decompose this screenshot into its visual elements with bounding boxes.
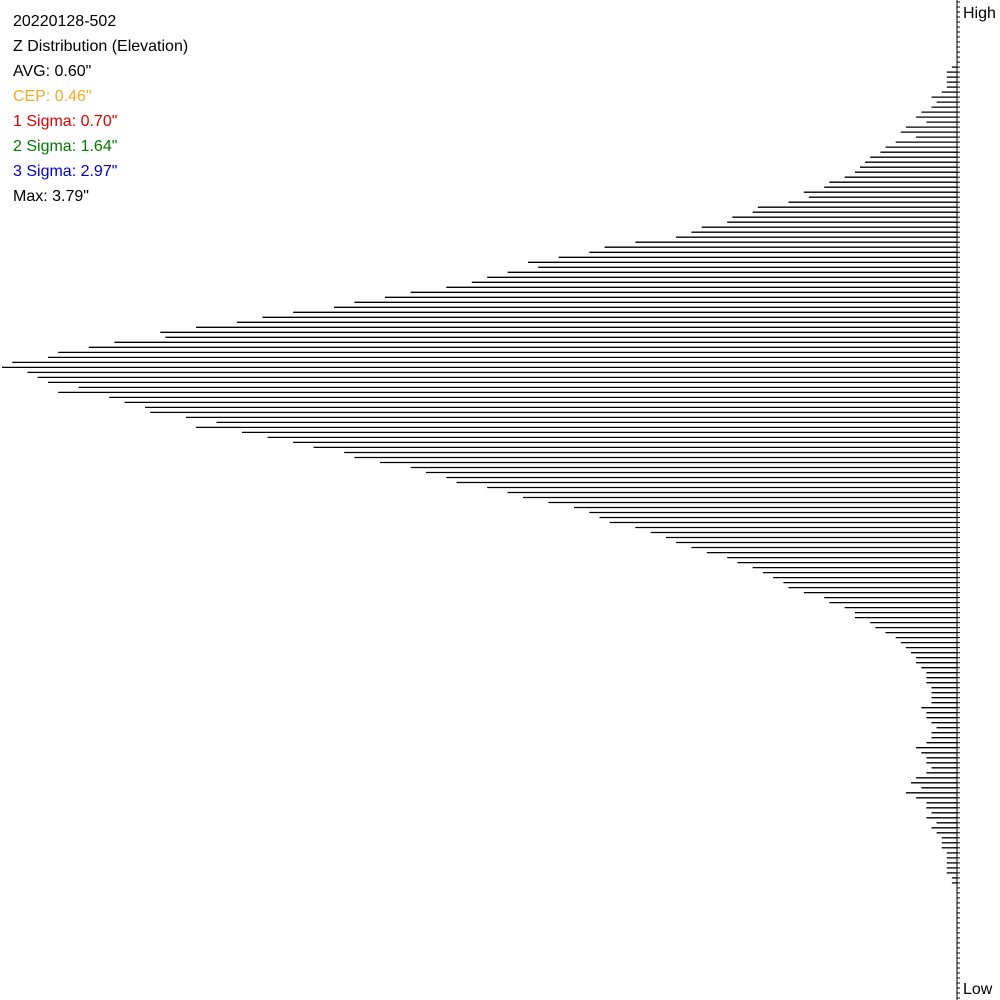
axis-label-low: Low <box>963 981 993 998</box>
info-panel: 20220128-502 Z Distribution (Elevation) … <box>13 9 188 209</box>
stat-cep: CEP: 0.46" <box>13 88 92 105</box>
stat-sigma1: 1 Sigma: 0.70" <box>13 113 118 130</box>
stat-max: Max: 3.79" <box>13 188 89 205</box>
chart-title: 20220128-502 <box>13 13 117 30</box>
chart-subtitle: Z Distribution (Elevation) <box>13 38 189 55</box>
bars-group <box>2 66 957 884</box>
stat-avg: AVG: 0.60" <box>13 63 92 80</box>
stat-sigma2: 2 Sigma: 1.64" <box>13 138 118 155</box>
axis-label-high: High <box>963 5 996 22</box>
stat-sigma3: 3 Sigma: 2.97" <box>13 163 118 180</box>
axis-ticks <box>957 1 960 999</box>
